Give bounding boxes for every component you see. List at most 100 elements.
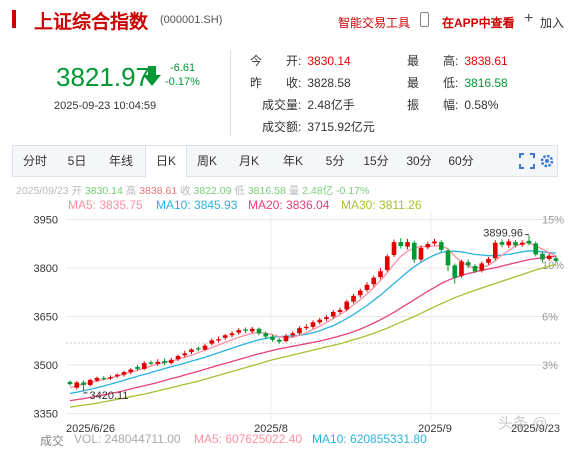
tab-7[interactable]: 5分 <box>325 154 345 168</box>
ma5-label: MA5: 3835.75 <box>68 198 143 212</box>
y-tick-label: 3500 <box>34 360 58 372</box>
smart-trade-tool-link[interactable]: 智能交易工具 <box>338 16 411 30</box>
candle-body <box>303 326 309 329</box>
candle-body <box>155 361 161 364</box>
ma10-label: MA10: 3845.93 <box>156 198 238 212</box>
candle-body <box>108 377 113 379</box>
candle-body <box>101 377 107 379</box>
candle-body <box>87 379 93 386</box>
candle-body <box>270 336 275 340</box>
gear-icon[interactable] <box>539 153 555 169</box>
candle-body <box>519 242 525 245</box>
candle-body <box>378 271 383 278</box>
add-watchlist-button[interactable]: 加入 <box>540 16 565 30</box>
x-tick-label: 2025/9 <box>418 423 452 435</box>
candle-body <box>344 301 350 310</box>
candle-body <box>411 242 417 260</box>
candle-body <box>317 319 323 323</box>
open-value: 3830.14 <box>307 54 351 68</box>
candle-body <box>195 348 201 350</box>
candle-body <box>459 261 464 276</box>
candle-body <box>114 374 120 377</box>
price-change-pct: -0.17% <box>165 76 200 88</box>
pct-tick-label: 15% <box>542 214 564 226</box>
candle-body <box>168 359 174 364</box>
volume-value-label: VOL: 248044711.00 <box>74 432 181 446</box>
candle-body <box>243 329 248 331</box>
tab-9[interactable]: 30分 <box>406 154 432 168</box>
candle-body <box>121 372 127 375</box>
y-tick-label: 3800 <box>34 263 58 275</box>
candle-body <box>425 244 431 248</box>
tab-4[interactable]: 周K <box>196 154 217 168</box>
candle-body <box>209 340 215 344</box>
quote-panel: 3821.97 -6.61 -0.17% 2025-09-23 10:04:59… <box>0 42 570 144</box>
candle-body <box>371 277 377 285</box>
candle-body <box>175 355 181 360</box>
candle-body <box>283 335 289 342</box>
candle-body <box>492 242 498 259</box>
fullscreen-icon[interactable] <box>519 153 535 169</box>
turnover-field: 成交额: 3715.92亿元 <box>262 120 375 134</box>
candle-body <box>452 265 458 278</box>
title-bar: 上证综合指数 (000001.SH) 智能交易工具 在APP中查看 + 加入 <box>0 0 570 42</box>
turnover-value: 3715.92亿元 <box>307 120 375 134</box>
candle-body <box>135 366 140 369</box>
candle-body <box>189 349 194 353</box>
y-tick-label: 3650 <box>34 312 58 324</box>
tab-0[interactable]: 分时 <box>22 154 47 168</box>
candle-body <box>533 243 539 255</box>
tab-8[interactable]: 15分 <box>363 154 389 168</box>
volume-label: 成交 <box>40 434 65 448</box>
pct-tick-label: 3% <box>542 360 558 372</box>
amplitude-value: 0.58% <box>464 98 499 112</box>
candle-body <box>337 310 343 312</box>
phone-icon <box>420 12 429 27</box>
candle-body <box>94 377 100 381</box>
candle-body <box>67 381 73 385</box>
candle-body <box>324 317 329 320</box>
candle-body <box>364 284 370 290</box>
prev-close-value: 3828.58 <box>307 76 351 90</box>
candle-body <box>141 363 147 369</box>
x-tick-label: 2025/9/23 <box>511 423 560 435</box>
candle-body <box>357 290 363 296</box>
ma10-line <box>69 250 557 395</box>
tab-5[interactable]: 月K <box>238 154 259 168</box>
candle-info-line: 2025/09/23 开 3830.14 高 3838.61 收 3822.09… <box>16 185 370 197</box>
candle-body <box>297 328 302 334</box>
view-in-app-link[interactable]: 在APP中查看 <box>442 16 515 30</box>
candle-body <box>384 256 390 270</box>
index-name: 上证综合指数 <box>34 12 149 33</box>
candle-body <box>486 258 491 263</box>
candle-body <box>229 333 235 336</box>
candle-body <box>432 241 437 244</box>
candle-body <box>162 361 167 364</box>
max-label: 3899.96 <box>483 228 523 240</box>
ma30-line <box>69 263 557 408</box>
candle-body <box>513 242 518 246</box>
watermark: 头条 @ <box>498 415 548 432</box>
candle-body <box>310 322 316 327</box>
candle-body <box>540 253 545 260</box>
tab-1[interactable]: 5日 <box>67 154 87 168</box>
candle-body <box>546 255 552 259</box>
plus-icon[interactable]: + <box>524 10 534 27</box>
candle-body <box>236 330 242 333</box>
open-field: 今 开: 3830.14 <box>250 54 351 68</box>
period-tabs: 分时 5日 年线 日K 周K 月K 年K 5分 15分 30分 60分 <box>12 145 558 177</box>
tab-3[interactable]: 日K <box>145 146 187 177</box>
candle-body <box>445 250 451 266</box>
volume-value: 2.48亿手 <box>307 98 355 112</box>
candle-body <box>506 241 512 246</box>
y-tick-label: 3350 <box>34 409 58 421</box>
tab-6[interactable]: 年K <box>282 154 303 168</box>
candle-body <box>479 263 485 271</box>
divider <box>230 50 231 136</box>
tab-10[interactable]: 60分 <box>448 154 474 168</box>
volume-ma10-label: MA10: 620855331.80 <box>312 432 427 446</box>
tab-2[interactable]: 年线 <box>108 154 133 168</box>
ma30-label: MA30: 3811.26 <box>341 198 422 212</box>
candle-body <box>256 328 262 334</box>
